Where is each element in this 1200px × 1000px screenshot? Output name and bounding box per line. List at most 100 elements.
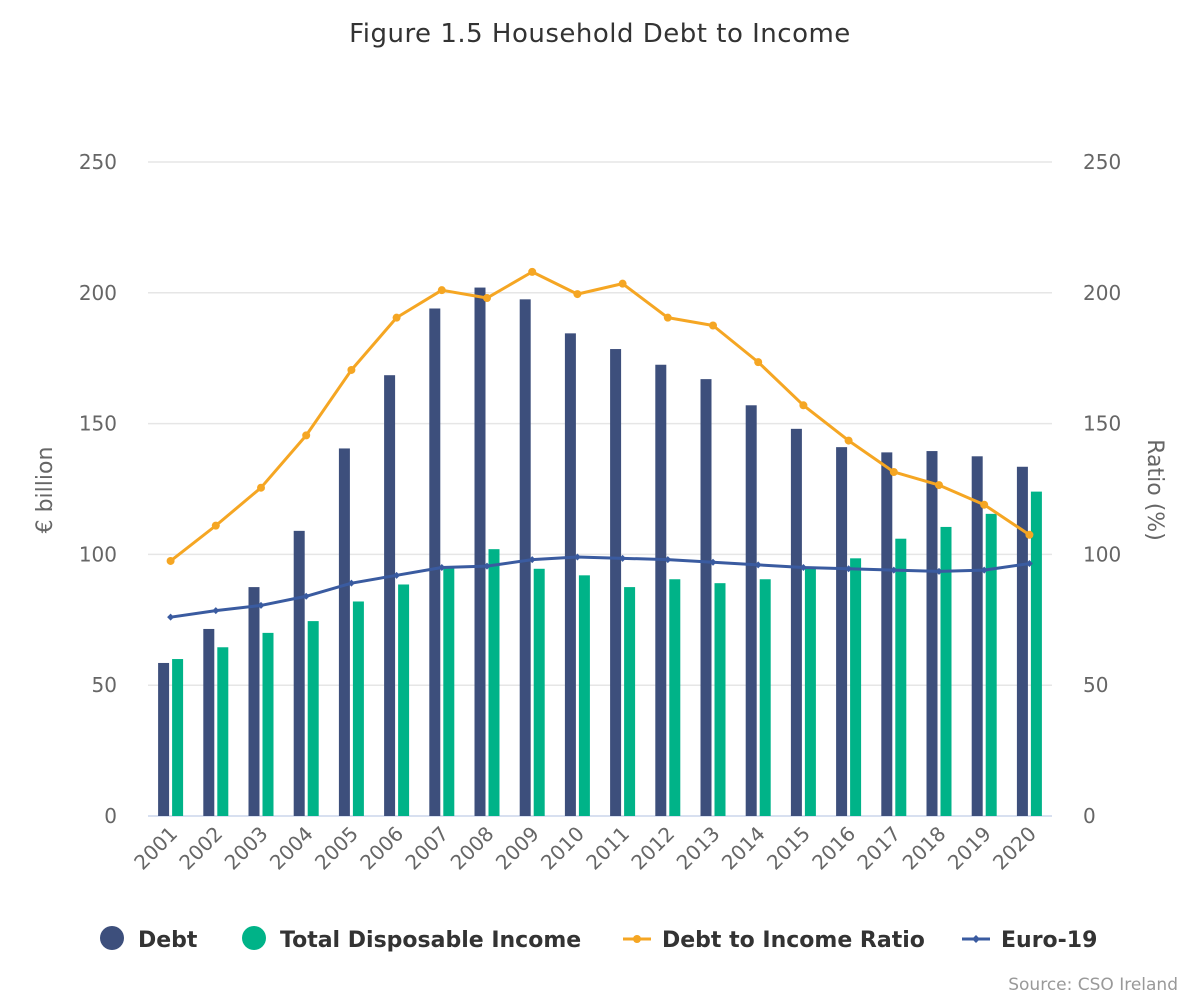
euro-19-point bbox=[393, 571, 401, 579]
x-tick-label: 2002 bbox=[174, 822, 227, 875]
x-tick-label: 2003 bbox=[220, 822, 273, 875]
debt-to-income-ratio-point bbox=[980, 500, 989, 509]
euro-19-point bbox=[980, 566, 988, 574]
debt-to-income-ratio-point bbox=[437, 286, 446, 295]
debt-to-income-ratio-line bbox=[169, 270, 1031, 563]
euro-19-point bbox=[845, 565, 853, 573]
euro-19-point bbox=[347, 579, 355, 587]
x-tick-label: 2015 bbox=[762, 822, 815, 875]
left-tick-label: 150 bbox=[79, 412, 117, 436]
total-disposable-income-bar bbox=[307, 621, 319, 816]
total-disposable-income-bar bbox=[985, 513, 997, 816]
debt-to-income-ratio-point bbox=[935, 481, 943, 490]
x-tick-label: 2006 bbox=[355, 822, 408, 875]
euro-19-point bbox=[528, 556, 536, 564]
euro-19-point bbox=[483, 562, 491, 570]
total-disposable-income-bar bbox=[624, 587, 636, 816]
euro-19-point bbox=[302, 592, 310, 600]
debt-to-income-ratio-point bbox=[257, 483, 265, 492]
total-disposable-income-bar bbox=[398, 584, 410, 816]
debt-to-income-ratio-point bbox=[347, 365, 356, 374]
x-tick-label: 2019 bbox=[943, 822, 996, 875]
right-axis-ticks: 0 50 100 150 200 250 bbox=[1083, 150, 1121, 828]
debt-to-income-ratio-point bbox=[844, 436, 853, 445]
x-tick-label: 2001 bbox=[129, 822, 182, 875]
right-tick-label: 0 bbox=[1083, 804, 1096, 828]
debt-bar bbox=[610, 349, 622, 816]
debt-to-income-ratio-point bbox=[211, 521, 220, 530]
euro-19-point bbox=[664, 556, 672, 564]
legend-debt-to-income-ratio-marker bbox=[633, 935, 641, 943]
debt-bar bbox=[700, 379, 712, 816]
euro-19-point bbox=[167, 613, 175, 621]
debt-to-income-ratio-point bbox=[754, 358, 763, 367]
bar-series bbox=[158, 287, 1042, 817]
x-tick-label: 2020 bbox=[988, 822, 1041, 875]
x-tick-label: 2013 bbox=[672, 822, 725, 875]
total-disposable-income-bar bbox=[578, 575, 590, 816]
total-disposable-income-bar bbox=[759, 579, 771, 816]
legend-euro-19-label: Euro-19 bbox=[1001, 928, 1097, 953]
total-disposable-income-bar bbox=[217, 647, 229, 816]
line-series bbox=[166, 267, 1034, 621]
debt-bar bbox=[429, 308, 441, 816]
debt-to-income-ratio-point bbox=[528, 267, 537, 276]
total-disposable-income-bar bbox=[352, 601, 364, 816]
euro-19-point bbox=[438, 563, 446, 571]
debt-bar bbox=[655, 364, 667, 816]
total-disposable-income-bar bbox=[669, 579, 681, 816]
legend-total-disposable-income-swatch bbox=[242, 926, 266, 950]
euro-19-point bbox=[709, 558, 717, 566]
right-tick-label: 50 bbox=[1083, 673, 1108, 697]
legend-debt-label: Debt bbox=[138, 928, 198, 953]
total-disposable-income-bar bbox=[850, 558, 862, 816]
debt-bar bbox=[790, 428, 802, 816]
debt-to-income-ratio-point bbox=[302, 431, 311, 440]
euro-19-point bbox=[1025, 560, 1033, 568]
debt-to-income-ratio-point bbox=[889, 467, 898, 476]
euro-19-point bbox=[890, 566, 898, 574]
legend-debt-to-income-ratio-label: Debt to Income Ratio bbox=[662, 928, 925, 953]
debt-to-income-ratio-point bbox=[166, 556, 175, 565]
x-tick-label: 2008 bbox=[446, 822, 499, 875]
euro-19-line bbox=[169, 555, 1031, 619]
debt-to-income-ratio-point bbox=[483, 294, 491, 303]
x-tick-label: 2009 bbox=[491, 822, 544, 875]
x-axis-ticks: 2001200220032004200520062007200820092010… bbox=[129, 822, 1041, 875]
total-disposable-income-bar bbox=[172, 659, 184, 816]
euro-19-point bbox=[573, 553, 581, 561]
legend-total-disposable-income-label: Total Disposable Income bbox=[280, 928, 581, 953]
debt-bar bbox=[836, 447, 848, 816]
left-axis-title: € billion bbox=[33, 447, 58, 534]
x-tick-label: 2016 bbox=[807, 822, 860, 875]
legend-debt-swatch bbox=[100, 926, 124, 950]
x-tick-label: 2005 bbox=[310, 822, 363, 875]
total-disposable-income-bar bbox=[940, 526, 952, 816]
left-tick-label: 50 bbox=[92, 673, 117, 697]
right-tick-label: 250 bbox=[1083, 150, 1121, 174]
x-tick-label: 2014 bbox=[717, 822, 770, 875]
total-disposable-income-bar bbox=[262, 632, 274, 816]
left-axis-ticks: 0 50 100 150 200 250 bbox=[79, 150, 117, 828]
total-disposable-income-bar bbox=[488, 549, 500, 816]
chart-title: Figure 1.5 Household Debt to Income bbox=[349, 19, 851, 49]
euro-19-point bbox=[935, 567, 943, 575]
right-tick-label: 200 bbox=[1083, 281, 1121, 305]
euro-19-point bbox=[619, 554, 627, 562]
debt-bar bbox=[203, 628, 215, 816]
debt-bar bbox=[384, 375, 396, 816]
debt-bar bbox=[564, 333, 576, 816]
x-tick-label: 2017 bbox=[852, 822, 905, 875]
total-disposable-income-bar bbox=[1030, 491, 1042, 816]
euro-19-point bbox=[257, 601, 265, 609]
debt-bar bbox=[971, 456, 983, 816]
debt-to-income-ratio-point bbox=[618, 279, 627, 288]
debt-bar bbox=[474, 287, 486, 816]
debt-to-income-ratio-point bbox=[663, 313, 672, 322]
right-tick-label: 100 bbox=[1083, 542, 1121, 566]
x-tick-label: 2011 bbox=[581, 822, 634, 875]
debt-bar bbox=[926, 451, 938, 816]
gridlines bbox=[148, 161, 1052, 817]
debt-to-income-ratio-point bbox=[1025, 530, 1034, 539]
